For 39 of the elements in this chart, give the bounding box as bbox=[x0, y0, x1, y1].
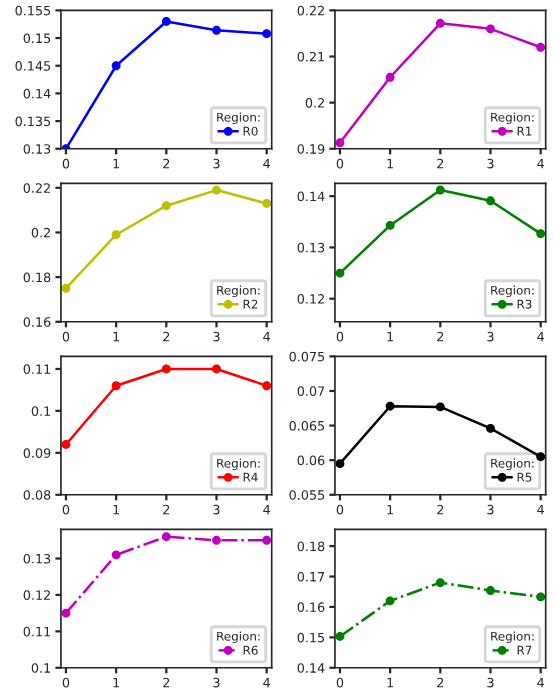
point bbox=[161, 532, 171, 542]
point bbox=[536, 42, 546, 52]
point bbox=[385, 596, 395, 606]
point bbox=[61, 608, 71, 618]
point bbox=[111, 230, 121, 240]
point bbox=[385, 220, 395, 230]
point bbox=[212, 185, 221, 195]
point bbox=[385, 72, 395, 82]
point bbox=[61, 440, 71, 449]
point bbox=[262, 29, 272, 39]
point bbox=[486, 24, 495, 34]
point bbox=[212, 364, 221, 374]
point bbox=[212, 25, 221, 35]
point bbox=[486, 423, 495, 433]
point bbox=[212, 535, 221, 545]
point bbox=[536, 592, 546, 602]
point bbox=[435, 578, 445, 588]
point bbox=[486, 586, 495, 595]
point bbox=[435, 18, 445, 28]
point bbox=[435, 402, 445, 412]
point bbox=[536, 452, 546, 462]
point bbox=[435, 185, 445, 195]
point bbox=[262, 381, 272, 391]
point bbox=[161, 364, 171, 374]
point bbox=[111, 61, 121, 71]
point bbox=[111, 381, 121, 391]
point bbox=[61, 283, 71, 293]
point bbox=[262, 199, 272, 208]
point bbox=[486, 196, 495, 206]
point bbox=[335, 459, 345, 469]
point bbox=[161, 201, 171, 211]
point bbox=[536, 229, 546, 239]
point bbox=[161, 17, 171, 26]
point bbox=[335, 632, 345, 641]
point bbox=[111, 550, 121, 560]
point bbox=[262, 535, 272, 545]
point bbox=[385, 401, 395, 411]
point bbox=[335, 268, 345, 278]
point bbox=[335, 138, 345, 148]
